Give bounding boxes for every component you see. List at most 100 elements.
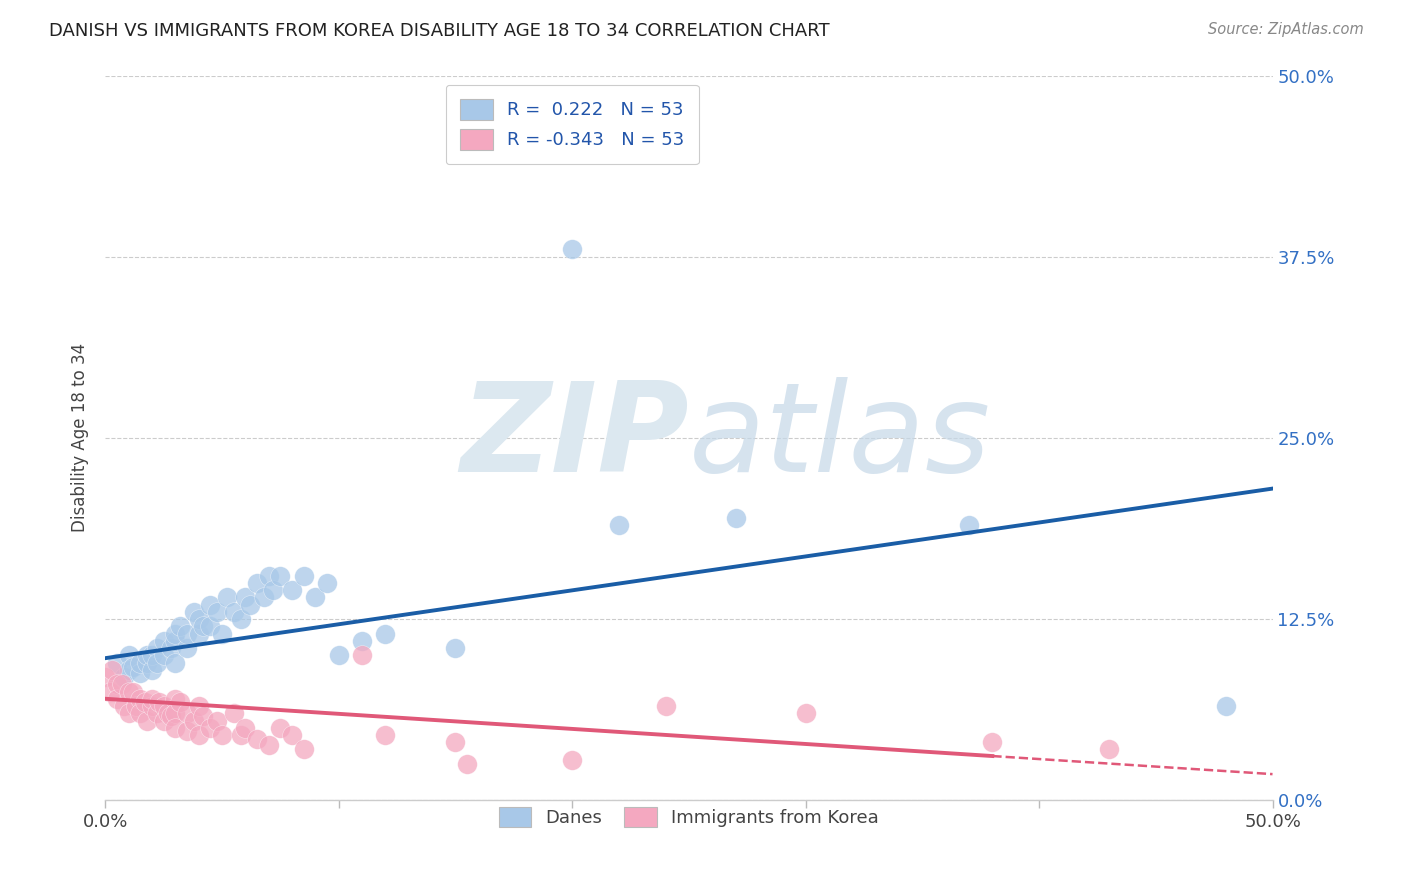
Point [246, 732, 269, 747]
Point [246, 575, 269, 590]
Text: DANISH VS IMMIGRANTS FROM KOREA DISABILITY AGE 18 TO 34 CORRELATION CHART: DANISH VS IMMIGRANTS FROM KOREA DISABILI… [49, 22, 830, 40]
Point [141, 648, 163, 663]
Point [152, 714, 174, 728]
Point [328, 648, 350, 663]
Point [136, 656, 159, 670]
Point [145, 640, 167, 655]
Point [183, 605, 205, 619]
Legend: Danes, Immigrants from Korea: Danes, Immigrants from Korea [492, 799, 886, 835]
Point [145, 656, 167, 670]
Point [187, 728, 209, 742]
Point [607, 517, 630, 532]
Point [176, 723, 198, 738]
Point [134, 695, 156, 709]
Point [105, 691, 128, 706]
Point [222, 605, 245, 619]
Point [176, 640, 198, 655]
Point [169, 619, 191, 633]
Point [269, 721, 291, 735]
Point [257, 568, 280, 582]
Point [117, 648, 139, 663]
Point [193, 619, 215, 633]
Point [152, 633, 174, 648]
Point [253, 591, 276, 605]
Point [105, 656, 128, 670]
Point [193, 709, 215, 723]
Point [122, 660, 145, 674]
Point [157, 706, 180, 721]
Point [207, 714, 229, 728]
Point [444, 640, 467, 655]
Point [187, 698, 209, 713]
Point [207, 605, 229, 619]
Point [215, 591, 238, 605]
Point [233, 591, 256, 605]
Point [124, 698, 146, 713]
Point [1215, 698, 1237, 713]
Point [165, 691, 187, 706]
Text: atlas: atlas [689, 377, 991, 499]
Point [200, 619, 222, 633]
Point [281, 582, 304, 597]
Point [183, 714, 205, 728]
Point [165, 721, 187, 735]
Point [129, 691, 152, 706]
Point [456, 756, 478, 771]
Point [169, 695, 191, 709]
Point [957, 517, 980, 532]
Point [129, 656, 152, 670]
Point [159, 640, 181, 655]
Point [239, 598, 262, 612]
Point [112, 698, 135, 713]
Point [269, 568, 291, 582]
Point [229, 728, 252, 742]
Point [165, 633, 187, 648]
Point [292, 568, 315, 582]
Point [211, 728, 233, 742]
Point [110, 677, 132, 691]
Point [176, 706, 198, 721]
Point [1098, 742, 1121, 756]
Point [304, 591, 326, 605]
Point [159, 709, 181, 723]
Point [112, 670, 135, 684]
Point [187, 612, 209, 626]
Point [233, 721, 256, 735]
Point [187, 626, 209, 640]
Point [176, 626, 198, 640]
Point [724, 510, 747, 524]
Point [129, 665, 152, 680]
Point [105, 677, 128, 691]
Point [117, 684, 139, 698]
Point [316, 575, 339, 590]
Point [444, 735, 467, 749]
Point [148, 695, 170, 709]
Point [229, 612, 252, 626]
Point [98, 684, 121, 698]
Point [794, 706, 817, 721]
Point [101, 663, 124, 677]
Point [374, 728, 396, 742]
Point [129, 706, 152, 721]
Point [136, 714, 159, 728]
Point [561, 243, 583, 257]
Point [292, 742, 315, 756]
Y-axis label: Disability Age 18 to 34: Disability Age 18 to 34 [72, 343, 89, 533]
Point [262, 582, 284, 597]
Point [152, 698, 174, 713]
Point [141, 663, 163, 677]
Point [152, 648, 174, 663]
Point [145, 706, 167, 721]
Point [117, 663, 139, 677]
Point [374, 626, 396, 640]
Point [200, 721, 222, 735]
Point [165, 656, 187, 670]
Point [141, 698, 163, 713]
Point [211, 626, 233, 640]
Point [200, 598, 222, 612]
Point [222, 706, 245, 721]
Point [350, 633, 373, 648]
Point [117, 706, 139, 721]
Point [165, 626, 187, 640]
Point [981, 735, 1004, 749]
